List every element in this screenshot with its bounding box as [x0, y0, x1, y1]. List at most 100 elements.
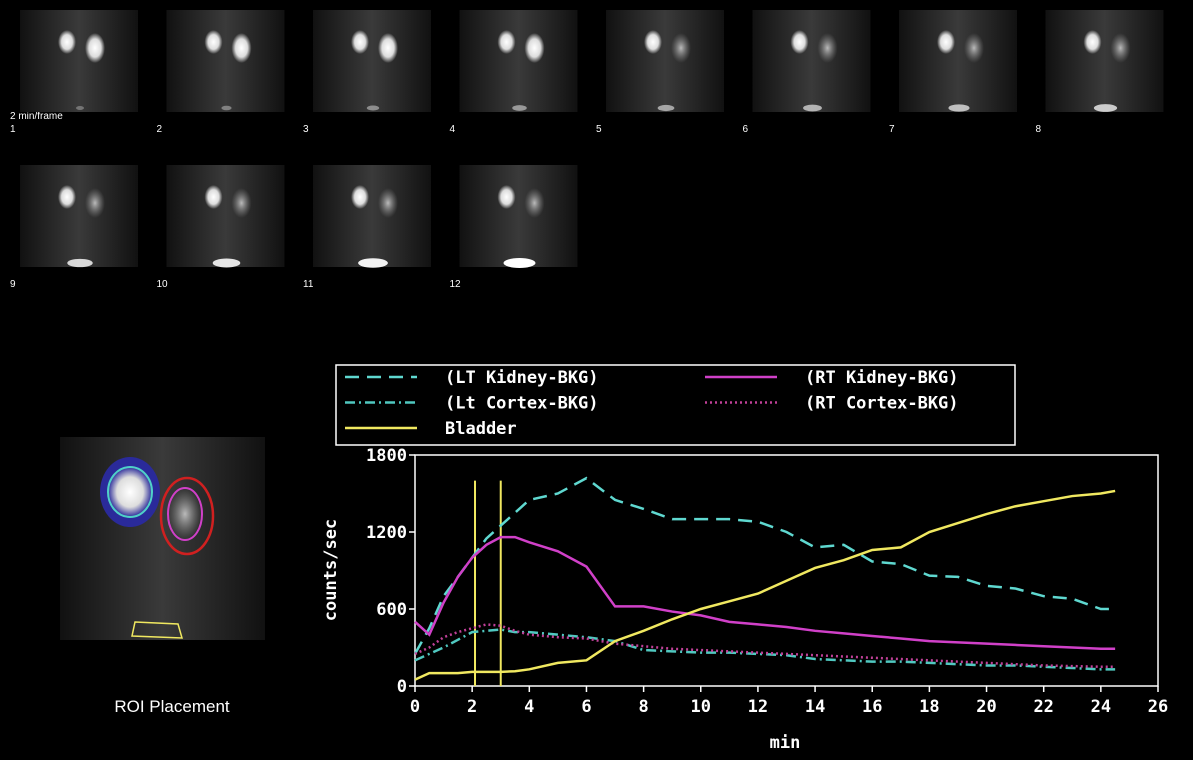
kidney — [58, 185, 76, 209]
frame-label: 8 — [1036, 124, 1042, 135]
kidney — [85, 33, 105, 63]
frame-image — [899, 10, 1017, 112]
frame-thumbnail: 4 — [450, 10, 578, 135]
frame-label: 10 — [157, 279, 169, 290]
frame-image — [20, 10, 138, 112]
frame-thumbnail: 10 — [157, 165, 285, 290]
bladder — [221, 106, 231, 111]
kidney — [964, 33, 984, 63]
y-tick-label: 0 — [397, 677, 407, 697]
kidney — [351, 30, 369, 54]
frame-image — [313, 10, 431, 112]
x-tick-label: 0 — [410, 697, 420, 717]
kidney — [232, 188, 252, 218]
y-tick-label: 1800 — [366, 446, 407, 466]
frame-image — [606, 10, 724, 112]
kidney — [671, 33, 691, 63]
y-tick-label: 1200 — [366, 523, 407, 543]
frame-thumbnail: 12 — [450, 165, 578, 290]
frame-thumbnail: 8 — [1036, 10, 1164, 135]
frame-label: 7 — [889, 124, 895, 135]
frame-label: 12 — [450, 279, 462, 290]
series-line — [415, 491, 1115, 680]
frame-image — [460, 10, 578, 112]
kidney — [378, 33, 398, 63]
series-line — [415, 537, 1115, 649]
frame-image — [167, 165, 285, 267]
kidney — [937, 30, 955, 54]
kidney — [525, 188, 545, 218]
frame-image — [167, 10, 285, 112]
y-axis-label: counts/sec — [321, 519, 341, 621]
bladder — [803, 105, 822, 112]
legend-label: Bladder — [445, 419, 517, 439]
bladder — [67, 259, 92, 267]
series-line — [415, 478, 1115, 654]
frame-thumbnail: 11 — [303, 165, 431, 290]
bladder — [512, 105, 527, 111]
kidney — [498, 185, 516, 209]
x-tick-label: 26 — [1148, 697, 1168, 717]
frame-thumbnail: 5 — [596, 10, 724, 135]
frame-label: 2 — [157, 124, 163, 135]
legend-label: (RT Kidney-BKG) — [805, 368, 959, 388]
frame-label: 3 — [303, 124, 309, 135]
kidney — [1084, 30, 1102, 54]
kidney — [791, 30, 809, 54]
y-tick-label: 600 — [376, 600, 407, 620]
kidney — [232, 33, 252, 63]
x-tick-label: 4 — [524, 697, 534, 717]
frame-thumbnail: 3 — [303, 10, 431, 135]
x-tick-label: 22 — [1033, 697, 1053, 717]
kidney — [351, 185, 369, 209]
frame-label: 9 — [10, 279, 16, 290]
bladder — [213, 259, 241, 268]
x-tick-label: 8 — [638, 697, 648, 717]
frame-label: 4 — [450, 124, 456, 135]
screen: 2 min/frame ROI Placement min counts/sec… — [0, 0, 1193, 756]
x-tick-label: 18 — [919, 697, 939, 717]
frame-note: 2 min/frame — [10, 111, 63, 122]
x-tick-label: 12 — [748, 697, 768, 717]
frame-label: 6 — [743, 124, 749, 135]
frame-image — [20, 165, 138, 267]
x-tick-label: 14 — [805, 697, 825, 717]
legend-label: (Lt Cortex-BKG) — [445, 394, 599, 414]
kidney — [525, 33, 545, 63]
x-tick-label: 6 — [581, 697, 591, 717]
frame-label: 11 — [303, 279, 314, 290]
x-axis-label: min — [770, 733, 801, 753]
x-tick-label: 24 — [1091, 697, 1111, 717]
kidney — [205, 185, 223, 209]
page: {"frame_note": "2 min/frame", "frames": … — [0, 0, 1193, 756]
plot-frame — [415, 455, 1158, 686]
frame-label: 5 — [596, 124, 602, 135]
kidney — [58, 30, 76, 54]
x-tick-label: 20 — [976, 697, 996, 717]
x-tick-label: 16 — [862, 697, 882, 717]
kidney — [85, 188, 105, 218]
roi-image — [60, 437, 265, 640]
frame-label: 1 — [10, 124, 16, 135]
series-line — [415, 630, 1115, 670]
kidney — [378, 188, 398, 218]
frame-thumbnail: 2 — [157, 10, 285, 135]
frame-thumbnail: 9 — [10, 165, 138, 290]
kidney — [498, 30, 516, 54]
frame-image — [753, 10, 871, 112]
frame-image — [460, 165, 578, 267]
bladder — [358, 258, 388, 267]
bladder — [1094, 104, 1117, 112]
kidney — [205, 30, 223, 54]
bladder — [76, 106, 84, 110]
roi-caption: ROI Placement — [114, 697, 230, 716]
kidney — [818, 33, 838, 63]
frame-image — [1046, 10, 1164, 112]
frame-image — [313, 165, 431, 267]
bladder — [948, 104, 969, 111]
bladder — [658, 105, 675, 111]
x-tick-label: 10 — [691, 697, 711, 717]
kidney — [644, 30, 662, 54]
legend-label: (RT Cortex-BKG) — [805, 394, 959, 414]
kidney — [1111, 33, 1131, 63]
